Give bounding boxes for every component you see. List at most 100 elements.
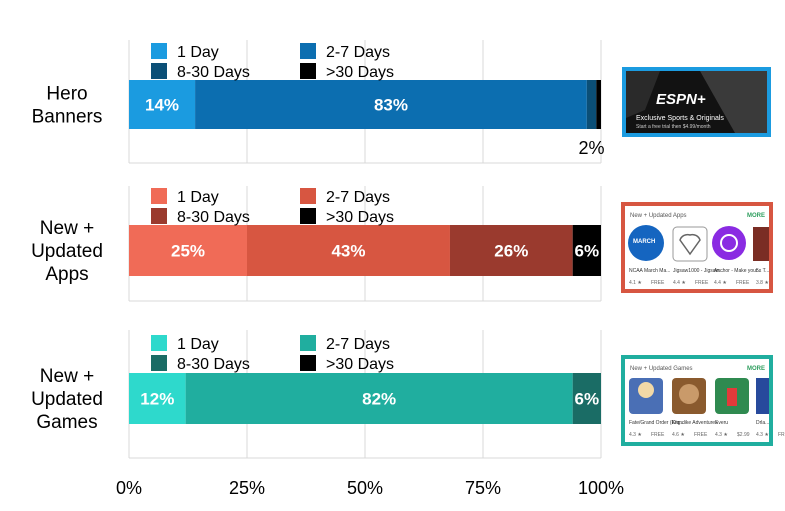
fourth-app-icon: [753, 227, 769, 261]
legend-swatch-games-2: [151, 355, 167, 371]
category-label-apps: New +: [40, 218, 94, 239]
games-thumbnail: New + Updated Games MORE Fate/Grand Orde…: [621, 355, 785, 446]
data-label-hero-0: 14%: [145, 96, 179, 115]
hero-banner-tagline: Exclusive Sports & Originals: [636, 115, 724, 122]
apps-item-price: FREE: [695, 280, 709, 286]
data-label-apps-1: 43%: [331, 242, 365, 261]
legend-label-hero-3: >30 Days: [326, 64, 394, 81]
bar-segment-games-0: [129, 373, 186, 424]
apps-thumbnail-more: MORE: [747, 213, 765, 219]
svg-text:MARCH: MARCH: [633, 239, 655, 245]
category-label-apps: Apps: [45, 264, 88, 285]
category-label-apps: Updated: [31, 241, 103, 262]
games-item-name: Klondike Adventures: [672, 420, 718, 426]
bar-segment-apps-2: [449, 225, 573, 276]
x-tick-label: 25%: [229, 478, 265, 498]
bar-segment-apps-0: [129, 225, 247, 276]
data-label-apps-0: 25%: [171, 242, 205, 261]
legend-swatch-games-3: [300, 355, 316, 371]
legend-label-hero-2: 8-30 Days: [177, 64, 250, 81]
games-item-name: Fate/Grand Order (Eng...: [629, 420, 685, 426]
games-item-price: FREE: [651, 432, 665, 438]
legend-swatch-apps-1: [300, 188, 316, 204]
espn-logo: ESPN+: [656, 91, 706, 108]
games-thumbnail-title: New + Updated Games: [630, 366, 693, 372]
bars-layer: 14% 83% 2% 25% 43% 26% 6% 12% 82% 6%: [129, 80, 605, 424]
games-item-rating: 4.3 ★: [629, 432, 642, 438]
games-item-price: FREE: [694, 432, 708, 438]
category-label-games: Updated: [31, 389, 103, 410]
bar-segment-games-1: [185, 373, 573, 424]
category-label-hero: Hero: [46, 84, 87, 105]
category-label-games: New +: [40, 366, 94, 387]
apps-thumbnail-title: New + Updated Apps: [630, 213, 687, 219]
games-item-price: FREE: [778, 432, 785, 438]
legend-swatch-apps-0: [151, 188, 167, 204]
legend-swatch-games-0: [151, 335, 167, 351]
legend-swatch-hero-2: [151, 63, 167, 79]
legend-swatch-games-1: [300, 335, 316, 351]
anchor-app-icon: [712, 226, 746, 260]
x-tick-label: 50%: [347, 478, 383, 498]
legend-swatch-hero-1: [300, 43, 316, 59]
data-label-hero-1: 83%: [374, 96, 408, 115]
ncaa-app-icon: [628, 225, 664, 261]
hero-banner-subtext: Start a free trial then $4.99/month: [636, 124, 711, 130]
legend-label-games-0: 1 Day: [177, 336, 219, 353]
jigsaw-app-icon: [672, 226, 708, 262]
apps-thumbnail: New + Updated Apps MORE MARCH NCAA March…: [621, 202, 773, 293]
games-item-name: Everu: [715, 420, 728, 426]
legend-label-hero-1: 2-7 Days: [326, 44, 390, 61]
apps-item-price: FREE: [651, 280, 665, 286]
data-label-games-2: 6%: [575, 390, 600, 409]
legend-label-games-2: 8-30 Days: [177, 356, 250, 373]
x-tick-label: 100%: [578, 478, 624, 498]
bar-segment-apps-1: [247, 225, 450, 276]
bar-segment-hero-1: [195, 80, 587, 129]
games-item-rating: 4.6 ★: [672, 432, 685, 438]
legend-label-apps-2: 8-30 Days: [177, 209, 250, 226]
games-item-name: Drla...: [756, 420, 769, 426]
data-label-games-0: 12%: [140, 390, 174, 409]
x-tick-label: 75%: [465, 478, 501, 498]
bar-segment-hero-0: [129, 80, 196, 129]
games-item-rating: 4.3 ★: [756, 432, 769, 438]
category-label-games: Games: [36, 412, 97, 433]
apps-item-rating: 4.4 ★: [673, 280, 686, 286]
data-label-games-1: 82%: [362, 390, 396, 409]
category-label-hero: Banners: [32, 107, 103, 128]
games-thumbnail-more: MORE: [747, 366, 765, 372]
apps-item-rating: 4.4 ★: [714, 280, 727, 286]
x-tick-labels: 0% 25% 50% 75% 100%: [116, 478, 624, 498]
data-label-hero-2: 2%: [579, 138, 605, 158]
legend-label-hero-0: 1 Day: [177, 44, 219, 61]
legend-swatch-apps-3: [300, 208, 316, 224]
apps-item-name: NCAA March Ma...: [629, 268, 670, 274]
bar-segment-games-2: [572, 373, 601, 424]
apps-item-name: Jigsaw1000 - Jigsaw...: [673, 268, 723, 274]
apps-item-name: Anchor - Make your...: [714, 268, 762, 274]
legends-layer: 1 Day 2-7 Days 8-30 Days >30 Days 1 Day 2-7 D…: [151, 43, 394, 373]
legend-label-apps-3: >30 Days: [326, 209, 394, 226]
games-item-rating: 4.3 ★: [715, 432, 728, 438]
legend-label-games-1: 2-7 Days: [326, 336, 390, 353]
fourth-game-icon: [756, 378, 769, 414]
apps-item-name: 5x T...: [756, 268, 769, 274]
legend-swatch-hero-3: [300, 63, 316, 79]
legend-label-games-3: >30 Days: [326, 356, 394, 373]
games-item-price: $2.99: [737, 432, 750, 438]
apps-item-rating: 3.8 ★: [756, 280, 769, 286]
bar-segment-apps-3: [572, 225, 601, 276]
legend-swatch-apps-2: [151, 208, 167, 224]
data-label-apps-3: 6%: [575, 242, 600, 261]
legend-label-apps-0: 1 Day: [177, 189, 219, 206]
hero-banner-thumbnail: ESPN+ Exclusive Sports & Originals Start…: [622, 67, 771, 137]
apps-item-rating: 4.1 ★: [629, 280, 642, 286]
apps-item-price: FREE: [736, 280, 750, 286]
bar-segment-hero-2: [586, 80, 597, 129]
legend-label-apps-1: 2-7 Days: [326, 189, 390, 206]
bar-segment-hero-3: [596, 80, 601, 129]
legend-swatch-hero-0: [151, 43, 167, 59]
